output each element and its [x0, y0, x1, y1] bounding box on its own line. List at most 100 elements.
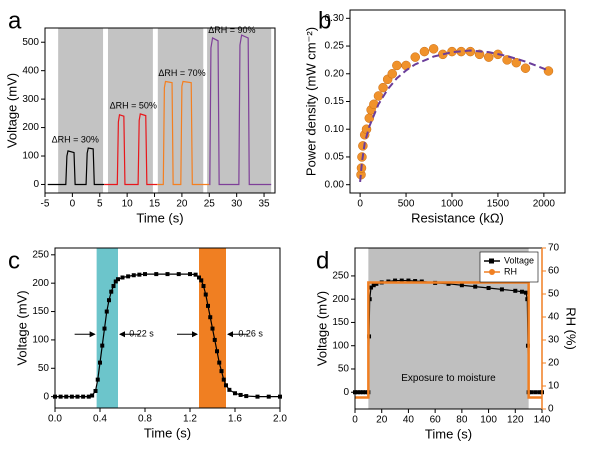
- data-point: [210, 326, 215, 331]
- data-point: [513, 288, 518, 293]
- y-tick-label: 100: [332, 340, 349, 351]
- data-point: [206, 303, 210, 308]
- data-point: [98, 360, 102, 365]
- x-axis-title: Time (s): [136, 210, 183, 225]
- data-point: [111, 284, 116, 289]
- data-point: [355, 390, 360, 395]
- annotation: 0.22 s: [129, 329, 154, 339]
- data-point: [165, 272, 170, 277]
- x-tick-label: 15: [149, 199, 161, 210]
- data-point: [406, 278, 411, 283]
- data-point: [116, 277, 120, 282]
- data-point: [543, 66, 554, 76]
- x-tick-label: 2.0: [273, 414, 287, 425]
- data-point: [358, 390, 363, 395]
- data-point: [523, 290, 528, 295]
- annotation: ΔRH = 70%: [158, 68, 205, 78]
- y-tick-label: 100: [32, 335, 49, 346]
- y-tick-label: 150: [332, 317, 349, 328]
- data-point: [212, 337, 217, 342]
- series-line: [209, 34, 272, 186]
- x-tick-label: 10: [122, 199, 134, 210]
- data-point: [203, 292, 208, 297]
- data-point: [361, 390, 366, 395]
- series-line: [355, 281, 542, 399]
- y-tick-label: 0.25: [325, 41, 345, 52]
- annotation: ΔRH = 90%: [208, 25, 255, 35]
- data-point: [387, 69, 398, 79]
- y-tick-label: 0: [43, 391, 49, 402]
- x-axis-title: Time (s): [425, 426, 472, 441]
- y-axis-title: Voltage (mV): [14, 290, 29, 365]
- data-point: [75, 394, 80, 399]
- x-tick-label: 0.0: [48, 414, 62, 425]
- series-line: [157, 80, 210, 186]
- data-point: [58, 394, 63, 399]
- x-tick-label: 35: [258, 199, 270, 210]
- plot-frame: [44, 27, 276, 194]
- data-point: [104, 309, 109, 314]
- data-point: [428, 44, 439, 54]
- y2-tick-label: 60: [548, 266, 560, 277]
- x-tick-label: 0: [357, 199, 363, 210]
- plot-frame: [349, 9, 566, 194]
- data-point: [137, 272, 142, 277]
- x-tick-label: 100: [480, 415, 497, 426]
- data-point: [520, 63, 531, 73]
- data-point: [95, 377, 100, 382]
- data-point: [369, 285, 374, 290]
- series-line: [104, 113, 158, 186]
- x-tick-label: 1500: [487, 199, 510, 210]
- data-point: [131, 273, 136, 278]
- data-point: [378, 82, 388, 93]
- panel-letter: c: [8, 247, 20, 274]
- y-tick-label: 200: [332, 294, 349, 305]
- x-axis-title: Resistance (kΩ): [411, 210, 504, 225]
- data-point: [188, 272, 192, 277]
- x-tick-label: 0: [70, 199, 76, 210]
- data-point: [367, 297, 372, 302]
- y2-tick-label: 50: [548, 289, 560, 300]
- data-point: [93, 388, 98, 393]
- data-point: [446, 281, 451, 286]
- data-point: [410, 52, 420, 62]
- y-tick-label: 0.15: [325, 96, 345, 107]
- y-tick-label: 0.20: [325, 68, 345, 79]
- arrow-head: [89, 331, 96, 338]
- data-point: [86, 394, 91, 399]
- y2-tick-label: 40: [548, 312, 560, 323]
- data-point: [90, 393, 95, 398]
- y-axis-title: Voltage (mV): [4, 73, 19, 148]
- data-point: [197, 275, 201, 280]
- x-axis-title: Time (s): [144, 425, 191, 440]
- legend-label: Voltage: [504, 255, 534, 265]
- data-point: [219, 369, 224, 374]
- x-tick-label: 1000: [441, 199, 464, 210]
- y2-tick-label: 0: [548, 404, 554, 415]
- data-point: [227, 387, 232, 392]
- x-tick-label: 80: [456, 415, 468, 426]
- y-tick-label: 250: [332, 271, 349, 282]
- data-point: [100, 343, 105, 348]
- y2-tick-label: 10: [548, 381, 560, 392]
- data-point: [373, 91, 384, 101]
- y-tick-label: 0.05: [325, 152, 345, 163]
- legend-marker: [489, 269, 495, 275]
- data-point: [473, 284, 478, 289]
- data-point: [113, 279, 118, 284]
- x-tick-label: 500: [398, 199, 415, 210]
- data-point: [529, 390, 534, 395]
- annotation: ΔRH = 30%: [52, 135, 99, 145]
- data-point: [244, 394, 249, 399]
- data-point: [208, 315, 213, 320]
- arrow-head: [192, 331, 198, 338]
- data-point: [401, 60, 411, 71]
- y-tick-label: 200: [22, 122, 39, 133]
- y2-tick-label: 30: [548, 335, 560, 346]
- data-point: [107, 298, 111, 303]
- data-point: [393, 278, 398, 283]
- data-point: [126, 274, 131, 279]
- x-tick-label: 0.8: [138, 414, 152, 425]
